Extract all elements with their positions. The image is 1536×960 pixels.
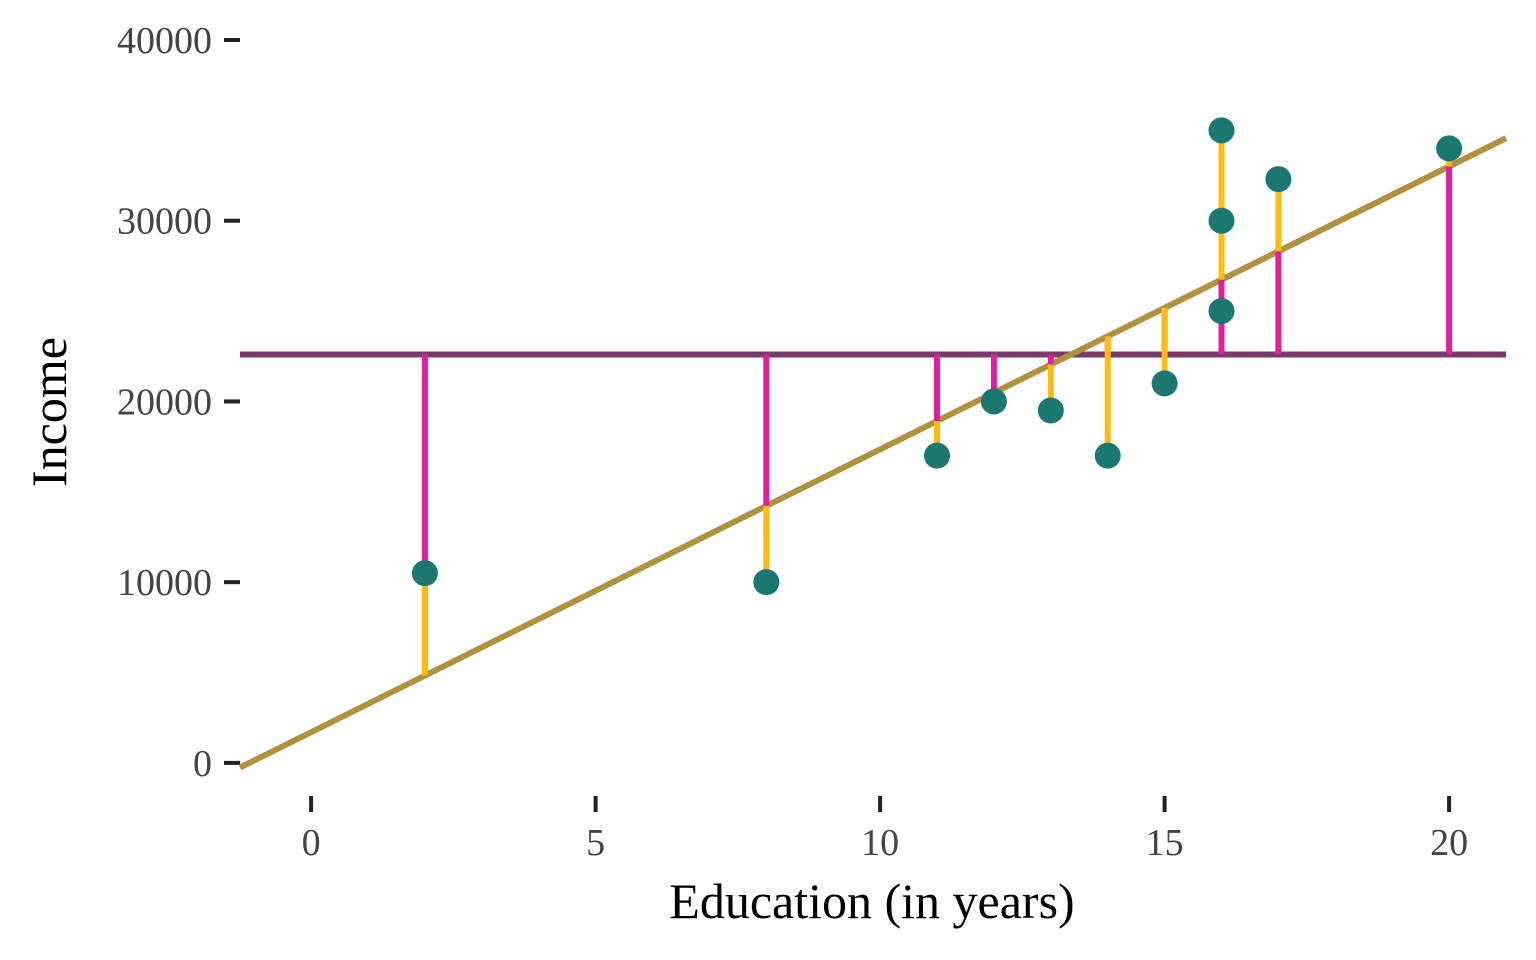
y-tick-label: 10000 <box>117 562 212 604</box>
data-point <box>1265 166 1292 193</box>
x-tick-label: 5 <box>586 822 605 864</box>
y-tick-label: 0 <box>193 743 212 785</box>
reference-lines <box>238 135 1508 771</box>
regression-line <box>238 135 1508 771</box>
data-point <box>753 569 780 596</box>
y-axis-title: Income <box>21 337 77 487</box>
data-point <box>924 442 951 469</box>
data-point <box>1151 370 1178 397</box>
data-points <box>411 117 1463 596</box>
data-point <box>1208 207 1235 234</box>
data-point <box>1208 117 1235 144</box>
y-tick-label: 30000 <box>117 201 212 243</box>
residual-segments <box>421 130 1453 676</box>
data-point <box>980 388 1007 415</box>
axis-ticks: 0 5 10 15 20 0 10000 20000 30000 40000 <box>117 20 1468 864</box>
x-tick-label: 10 <box>861 822 899 864</box>
x-axis-title: Education (in years) <box>669 873 1074 929</box>
x-tick-label: 20 <box>1430 822 1468 864</box>
data-point <box>411 560 438 587</box>
y-tick-label: 20000 <box>117 381 212 423</box>
y-tick-label: 40000 <box>117 20 212 62</box>
x-tick-label: 15 <box>1146 822 1184 864</box>
data-point <box>1037 397 1064 424</box>
data-point <box>1208 298 1235 325</box>
x-tick-label: 0 <box>302 822 321 864</box>
data-point <box>1094 442 1121 469</box>
data-point <box>1436 135 1463 162</box>
